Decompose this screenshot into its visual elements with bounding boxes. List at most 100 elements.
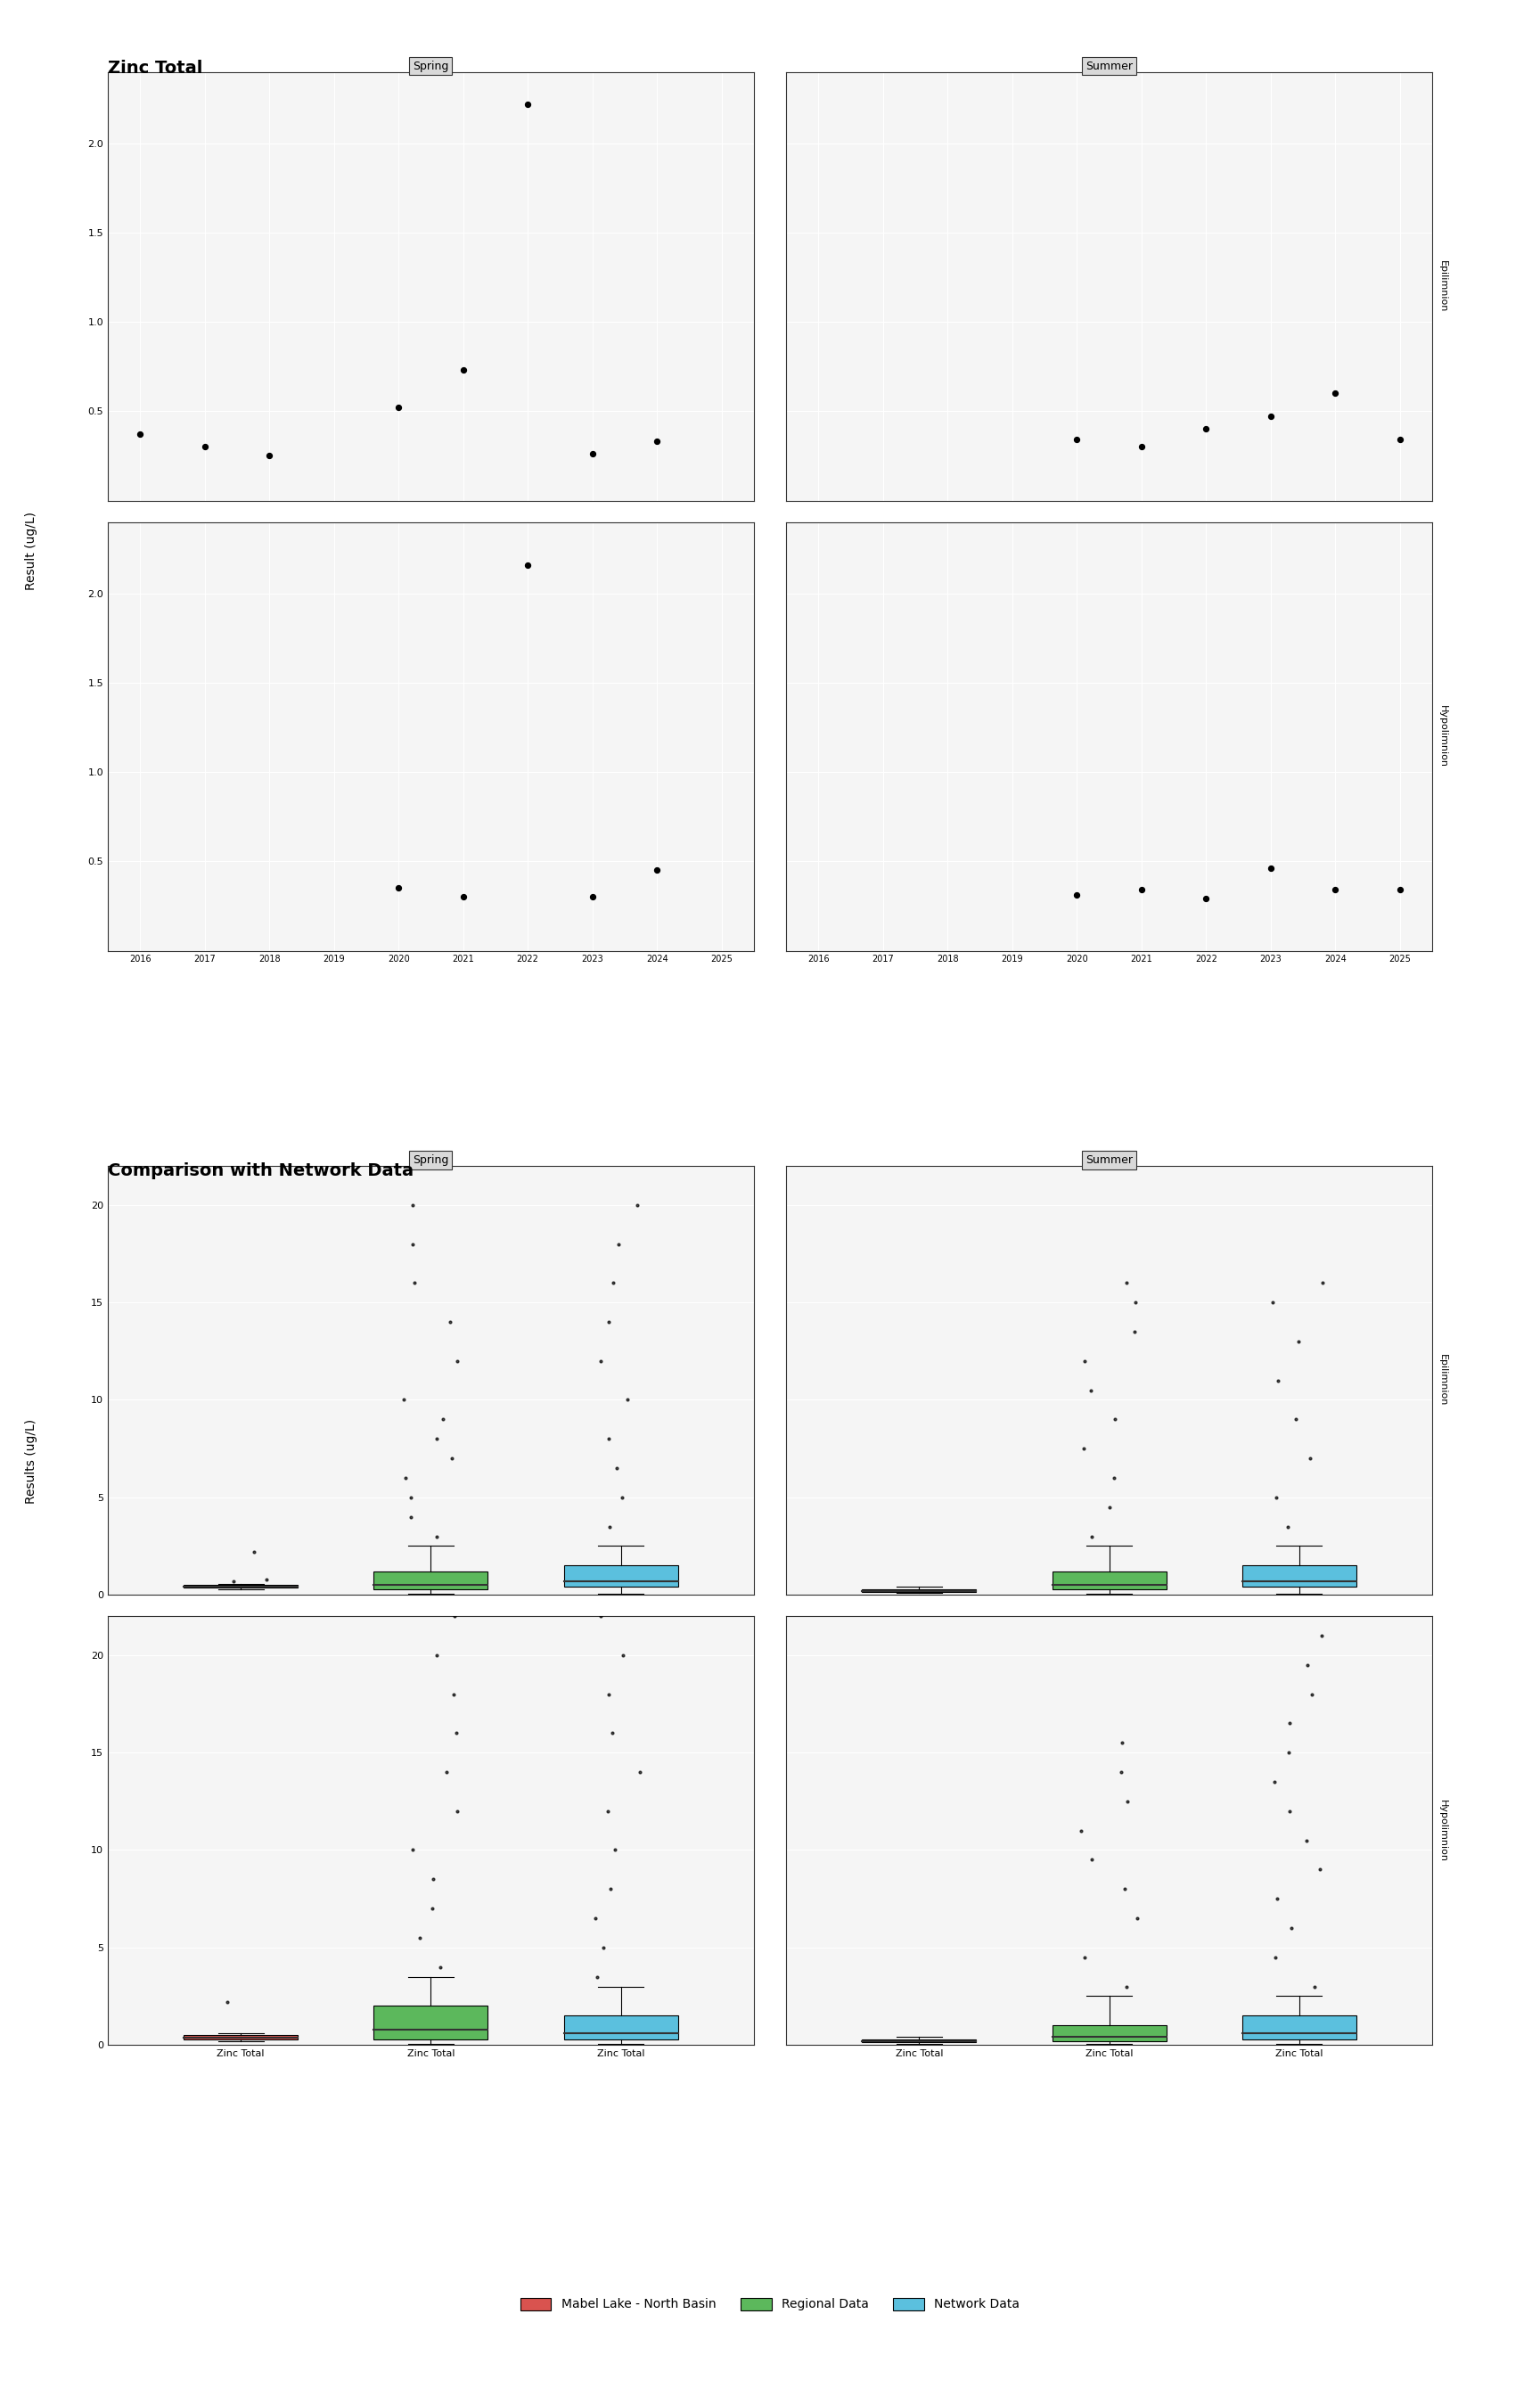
Point [1323, 374, 1348, 412]
Point [387, 870, 411, 908]
Point [242, 1533, 266, 1572]
Point [424, 1636, 448, 1675]
Text: Hypolimnion: Hypolimnion [1438, 1799, 1448, 1862]
Point [451, 352, 476, 391]
Point [591, 1929, 616, 1967]
Point [1277, 1732, 1301, 1771]
Point [1303, 1967, 1327, 2005]
Point [222, 1562, 246, 1601]
Bar [374, 1572, 488, 1589]
Point [581, 436, 605, 474]
Point [1194, 410, 1218, 448]
Point [440, 1675, 465, 1713]
Bar [1052, 2025, 1166, 2041]
Point [1129, 870, 1153, 908]
Point [1072, 1938, 1096, 1977]
Bar [183, 2034, 297, 2039]
Point [1098, 1488, 1123, 1526]
Point [400, 1831, 425, 1869]
Point [399, 1478, 424, 1517]
Point [399, 1498, 424, 1536]
Title: Summer: Summer [1086, 1155, 1133, 1167]
Point [1103, 1399, 1127, 1438]
Point [614, 1380, 639, 1418]
Point [1194, 879, 1218, 918]
Point [424, 1421, 448, 1459]
Point [1264, 1478, 1289, 1517]
Point [254, 1560, 279, 1598]
Bar [862, 2039, 976, 2041]
Point [128, 415, 152, 453]
Point [420, 1859, 445, 1898]
Point [601, 1713, 625, 1751]
Point [1295, 1646, 1320, 1684]
Point [1129, 429, 1153, 467]
Point [1109, 1754, 1133, 1792]
Bar [564, 1565, 678, 1586]
Bar [1243, 2015, 1357, 2039]
Point [1261, 1763, 1286, 1802]
Point [596, 1675, 621, 1713]
Title: Spring: Spring [413, 1155, 448, 1167]
Point [627, 1754, 651, 1792]
Text: Epilimnion: Epilimnion [1438, 1354, 1448, 1406]
Point [1258, 851, 1283, 889]
Text: Epilimnion: Epilimnion [1438, 261, 1448, 311]
Point [596, 1421, 621, 1459]
Point [1113, 1967, 1138, 2005]
Legend: Mabel Lake - North Basin, Regional Data, Network Data: Mabel Lake - North Basin, Regional Data,… [516, 2293, 1024, 2315]
Point [1123, 1313, 1147, 1351]
Point [444, 1713, 468, 1751]
Point [645, 422, 670, 460]
Point [1115, 1263, 1140, 1301]
Text: Hypolimnion: Hypolimnion [1438, 704, 1448, 767]
Point [391, 1380, 416, 1418]
Point [1078, 1371, 1103, 1409]
Point [516, 84, 541, 122]
Point [598, 1507, 622, 1545]
Point [192, 429, 217, 467]
Title: Summer: Summer [1086, 60, 1133, 72]
Point [582, 1900, 607, 1938]
Point [400, 1186, 425, 1224]
Point [1258, 398, 1283, 436]
Point [1275, 1507, 1300, 1545]
Point [610, 1478, 634, 1517]
Point [400, 1224, 425, 1263]
Point [1283, 1399, 1307, 1438]
Point [1069, 1811, 1093, 1850]
Point [434, 1754, 459, 1792]
Point [1112, 1869, 1137, 1907]
Point [1323, 870, 1348, 908]
Point [1277, 1792, 1301, 1831]
Point [214, 1984, 239, 2022]
Point [602, 1831, 627, 1869]
Point [424, 1517, 448, 1555]
Point [605, 1450, 630, 1488]
Point [1266, 1361, 1291, 1399]
Point [408, 1919, 433, 1958]
Point [1294, 1821, 1318, 1859]
Point [1278, 1910, 1303, 1948]
Point [257, 436, 282, 474]
Point [588, 1342, 613, 1380]
Point [393, 1459, 417, 1498]
Point [445, 1342, 470, 1380]
Point [645, 851, 670, 889]
Point [599, 1869, 624, 1907]
Point [1072, 1342, 1096, 1380]
Point [516, 546, 541, 585]
Point [581, 877, 605, 915]
Point [1080, 1840, 1104, 1878]
Point [445, 1792, 470, 1831]
Bar [1243, 1565, 1357, 1586]
Point [1311, 1263, 1335, 1301]
Bar [183, 1586, 297, 1589]
Point [428, 1948, 453, 1986]
Point [437, 1303, 462, 1342]
Point [439, 1440, 464, 1478]
Point [1309, 1617, 1334, 1656]
Point [1103, 1459, 1127, 1498]
Title: Spring: Spring [413, 60, 448, 72]
Point [1388, 870, 1412, 908]
